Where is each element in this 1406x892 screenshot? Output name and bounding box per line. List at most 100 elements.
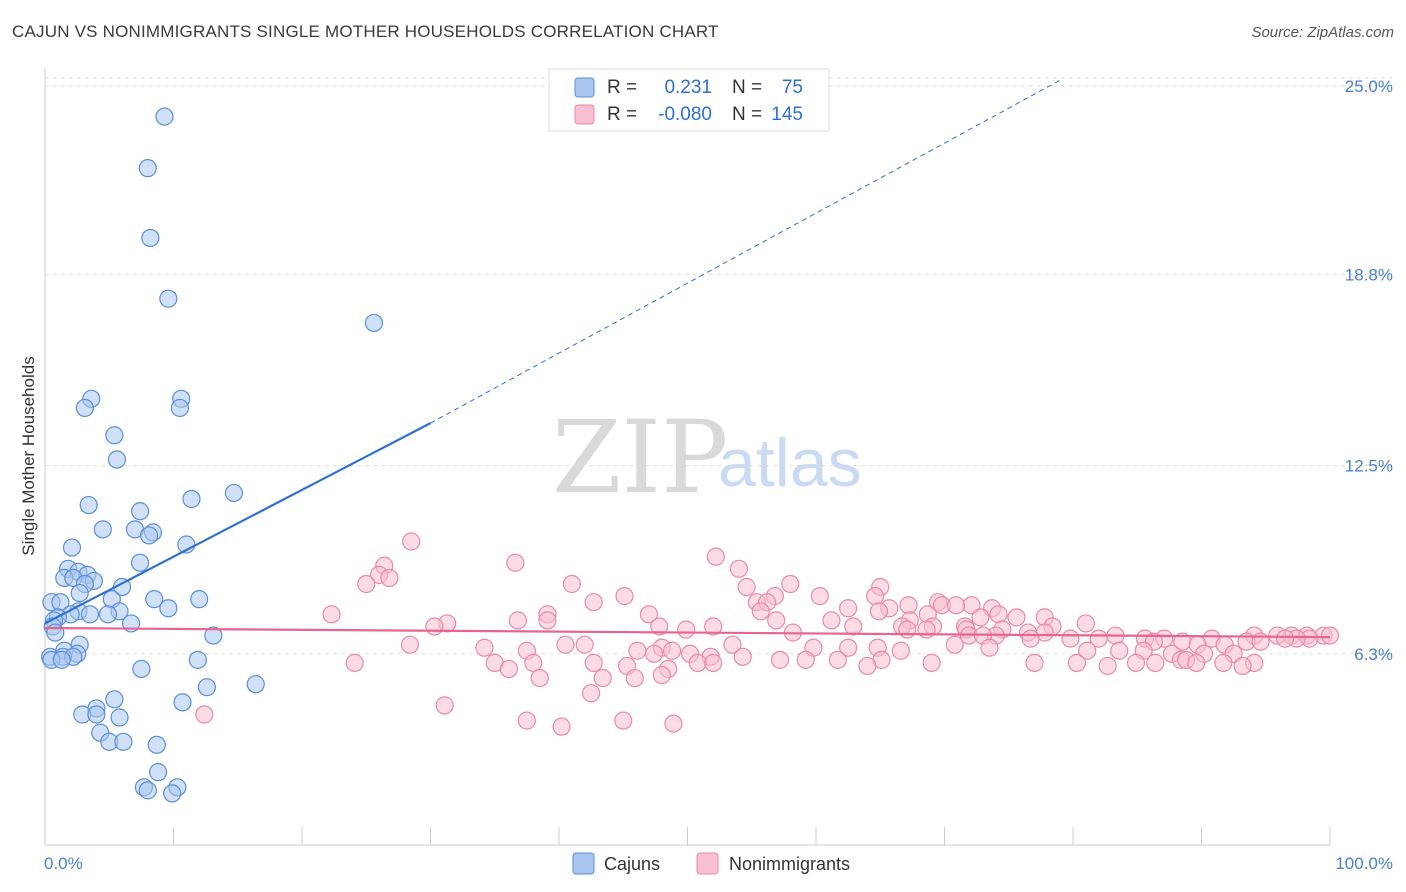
nonimmigrants-point — [1021, 629, 1040, 648]
nonimmigrants-point — [1126, 653, 1146, 672]
nonimmigrants-point — [839, 638, 858, 657]
axes — [44, 68, 1330, 846]
nonimmigrants-point — [1214, 653, 1233, 672]
cajuns-point — [62, 538, 82, 557]
nonimmigrants-point — [733, 647, 752, 666]
legend-swatch-nonimmigrants — [574, 104, 595, 125]
cajuns-point — [132, 659, 151, 679]
cajuns-point — [114, 732, 133, 751]
nonimmigrants-point — [1187, 653, 1206, 672]
cajuns-point — [138, 781, 157, 800]
nonimmigrants-point — [582, 684, 601, 703]
x-tick-labels: 0.0% 100.0% — [44, 854, 1393, 873]
y-tick-label: 6.3% — [1354, 645, 1393, 664]
nonimmigrants-point — [891, 641, 910, 660]
legend-n-label-nonimmigrants: N = — [732, 104, 762, 125]
nonimmigrants-point — [625, 668, 644, 688]
cajuns-point — [87, 705, 106, 724]
nonimmigrants-point — [499, 659, 518, 679]
nonimmigrants-point — [945, 635, 964, 654]
legend-box — [548, 68, 830, 132]
nonimmigrants-point — [322, 605, 341, 624]
watermark: ZIP atlas — [552, 399, 862, 516]
nonimmigrants-point — [989, 605, 1008, 624]
bottom-legend-label-cajuns: Cajuns — [604, 854, 660, 874]
bottom-legend-label-nonimmigrants: Nonimmigrants — [729, 854, 850, 874]
nonimmigrants-trendline — [44, 626, 1331, 639]
y-tick-labels: 6.3% 12.5% 18.8% 25.0% — [1345, 77, 1393, 664]
nonimmigrants-point — [810, 587, 829, 606]
nonimmigrants-point — [1233, 656, 1252, 676]
trendlines — [44, 79, 1331, 639]
nonimmigrants-point — [917, 620, 936, 639]
legend-r-value-nonimmigrants: -0.080 — [658, 104, 712, 125]
watermark-zip: ZIP — [552, 399, 728, 516]
nonimmigrants-point — [506, 553, 525, 572]
nonimmigrants-point — [584, 653, 603, 672]
nonimmigrants-point — [688, 653, 707, 672]
cajuns-point — [155, 107, 174, 126]
nonimmigrants-point — [195, 705, 214, 724]
nonimmigrants-point — [400, 635, 420, 654]
nonimmigrants-point — [822, 611, 841, 630]
nonimmigrants-point — [475, 638, 494, 657]
cajuns-point — [182, 489, 201, 509]
cajuns-trendline — [44, 422, 432, 625]
cajuns-point — [75, 398, 94, 418]
nonimmigrants-point — [1061, 629, 1080, 648]
nonimmigrants-point — [345, 653, 364, 672]
legend-bottom: Cajuns Nonimmigrants — [572, 852, 850, 875]
legend-n-value-cajuns: 75 — [782, 77, 803, 98]
cajuns-point — [79, 495, 98, 515]
cajuns-point — [224, 483, 243, 503]
nonimmigrants-point — [796, 650, 815, 669]
cajuns-point — [70, 583, 89, 603]
x-tick-label: 100.0% — [1335, 854, 1393, 873]
cajuns-point — [188, 650, 208, 669]
nonimmigrants-point — [1275, 629, 1295, 648]
nonimmigrants-point — [652, 665, 671, 685]
bottom-legend-swatch-cajuns — [572, 852, 595, 875]
cajuns-point — [130, 502, 150, 521]
cajuns-point — [148, 763, 168, 782]
cajuns-point — [190, 590, 209, 609]
nonimmigrants-point — [1067, 653, 1086, 672]
chart-title: CAJUN VS NONIMMIGRANTS SINGLE MOTHER HOU… — [12, 22, 719, 41]
nonimmigrants-point — [628, 641, 647, 660]
cajuns-point — [170, 398, 190, 418]
cajuns-point — [139, 526, 159, 545]
cajuns-point — [46, 623, 65, 642]
nonimmigrants-point — [1320, 626, 1340, 645]
nonimmigrants-point — [1007, 608, 1026, 627]
nonimmigrants-point — [556, 635, 575, 654]
legend-r-value-cajuns: 0.231 — [664, 77, 712, 98]
nonimmigrants-point — [858, 656, 877, 676]
source-credit: Source: ZipAtlas.com — [1251, 24, 1394, 41]
nonimmigrants-point — [593, 668, 612, 688]
nonimmigrants-point — [435, 696, 454, 715]
cajuns-point — [163, 784, 182, 803]
nonimmigrants-point — [946, 596, 966, 615]
nonimmigrants-point — [1076, 614, 1095, 633]
nonimmigrants-point — [751, 602, 770, 621]
cajuns-point — [98, 605, 118, 624]
nonimmigrants-point — [729, 559, 749, 578]
bottom-legend-swatch-nonimmigrants — [696, 852, 719, 875]
nonimmigrants-point — [664, 714, 683, 733]
nonimmigrants-point — [839, 599, 858, 618]
nonimmigrants-point — [1110, 641, 1129, 660]
nonimmigrants-point — [402, 532, 421, 551]
nonimmigrants-point — [644, 644, 664, 663]
nonimmigrants-point — [1025, 653, 1044, 672]
watermark-atlas: atlas — [718, 425, 862, 501]
nonimmigrants-point — [425, 617, 444, 636]
nonimmigrants-point — [706, 547, 725, 566]
nonimmigrants-point — [584, 593, 603, 612]
nonimmigrants-point — [1098, 656, 1117, 676]
cajuns-point — [107, 450, 127, 469]
cajuns-point — [138, 159, 157, 178]
nonimmigrants-point — [922, 653, 941, 672]
cajuns-point — [52, 650, 71, 669]
nonimmigrants-point — [781, 574, 800, 594]
nonimmigrants-point — [650, 617, 669, 636]
